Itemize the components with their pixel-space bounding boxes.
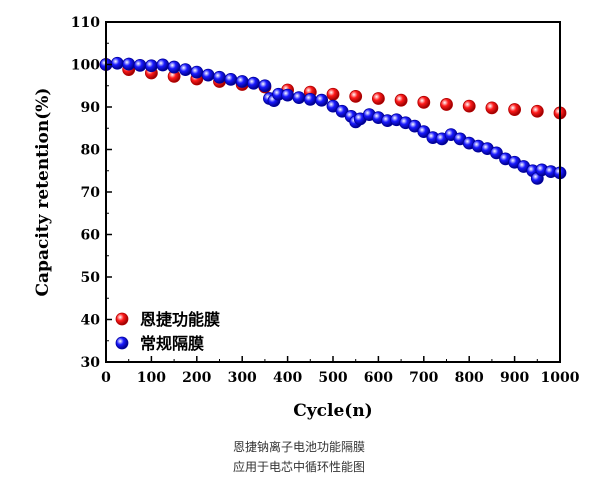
capacity-retention-chart: 0 100 200 300 400 500 600 700 800 900 1000 30 40 50 60… bbox=[33, 15, 580, 421]
legend-marker-enjie bbox=[115, 312, 129, 326]
y-tick-label: 60 bbox=[81, 228, 101, 244]
conventional-separator-point bbox=[122, 57, 136, 71]
x-tick-label: 600 bbox=[364, 370, 393, 386]
enjie-membrane-point bbox=[440, 98, 453, 111]
y-tick-label: 40 bbox=[81, 313, 101, 329]
caption-line-2: 应用于电芯中循环性能图 bbox=[232, 460, 365, 474]
enjie-membrane-point bbox=[371, 92, 385, 105]
x-tick-label: 800 bbox=[455, 370, 484, 386]
conventional-separator-point bbox=[281, 88, 295, 102]
conventional-separator-point bbox=[201, 68, 215, 82]
conventional-separator-point bbox=[247, 76, 260, 90]
conventional-separator-point bbox=[156, 58, 170, 72]
y-tick-label: 80 bbox=[81, 143, 101, 159]
enjie-membrane-point bbox=[394, 93, 408, 107]
y-tick-label: 70 bbox=[81, 185, 101, 201]
x-tick-label: 400 bbox=[273, 370, 302, 386]
enjie-membrane-point bbox=[530, 104, 544, 118]
enjie-membrane-point bbox=[417, 95, 431, 109]
legend-label-conventional: 常规隔膜 bbox=[140, 334, 204, 353]
conventional-separator-point bbox=[133, 58, 147, 72]
x-tick-label: 500 bbox=[318, 370, 347, 386]
caption-line-1: 恩捷钠离子电池功能隔膜 bbox=[232, 440, 365, 454]
x-tick-label: 200 bbox=[182, 370, 211, 386]
conventional-separator-point bbox=[417, 125, 431, 139]
legend: 恩捷功能膜 常规隔膜 bbox=[115, 310, 220, 353]
enjie-membrane-point bbox=[349, 89, 363, 103]
conventional-separator-point bbox=[167, 60, 181, 74]
legend-marker-conventional bbox=[115, 336, 129, 350]
x-tick-label: 300 bbox=[228, 370, 257, 386]
conventional-separator-point bbox=[315, 93, 329, 107]
x-tick-label: 900 bbox=[500, 370, 529, 386]
enjie-membrane-point bbox=[326, 87, 340, 101]
conventional-separator-point bbox=[179, 63, 192, 76]
enjie-membrane-point bbox=[485, 101, 499, 115]
conventional-separator-point bbox=[190, 65, 204, 79]
x-tick-label: 1000 bbox=[541, 370, 580, 386]
ticks-layer: 0 100 200 300 400 500 600 700 800 900 1000 30 40 50 60… bbox=[71, 15, 580, 386]
conventional-separator-point bbox=[235, 75, 249, 88]
x-tick-label: 0 bbox=[101, 370, 111, 386]
conventional-separator-point bbox=[303, 92, 317, 106]
conventional-separator-point bbox=[490, 146, 503, 160]
x-tick-label: 100 bbox=[137, 370, 166, 386]
x-tick-label: 700 bbox=[409, 370, 438, 386]
y-tick-label: 50 bbox=[81, 270, 101, 286]
x-axis-title: Cycle(n) bbox=[293, 401, 372, 421]
conventional-separator-point bbox=[213, 70, 226, 84]
enjie-membrane-point bbox=[462, 99, 476, 113]
conventional-separator-point bbox=[292, 91, 306, 105]
enjie-membrane-point bbox=[508, 103, 521, 116]
y-tick-label: 100 bbox=[71, 58, 100, 74]
y-tick-label: 90 bbox=[81, 100, 101, 116]
chart-root: 0 100 200 300 400 500 600 700 800 900 1000 30 40 50 60… bbox=[33, 15, 580, 421]
conventional-separator-point bbox=[110, 56, 124, 70]
conventional-separator-point bbox=[258, 79, 272, 93]
y-tick-label: 110 bbox=[71, 15, 100, 31]
y-tick-label: 30 bbox=[81, 355, 101, 371]
y-axis-title: Capacity retention(%) bbox=[33, 88, 53, 297]
conventional-separator-point bbox=[144, 59, 158, 73]
conventional-separator-point bbox=[224, 72, 238, 86]
legend-label-enjie: 恩捷功能膜 bbox=[140, 310, 220, 329]
points-layer bbox=[99, 56, 567, 185]
